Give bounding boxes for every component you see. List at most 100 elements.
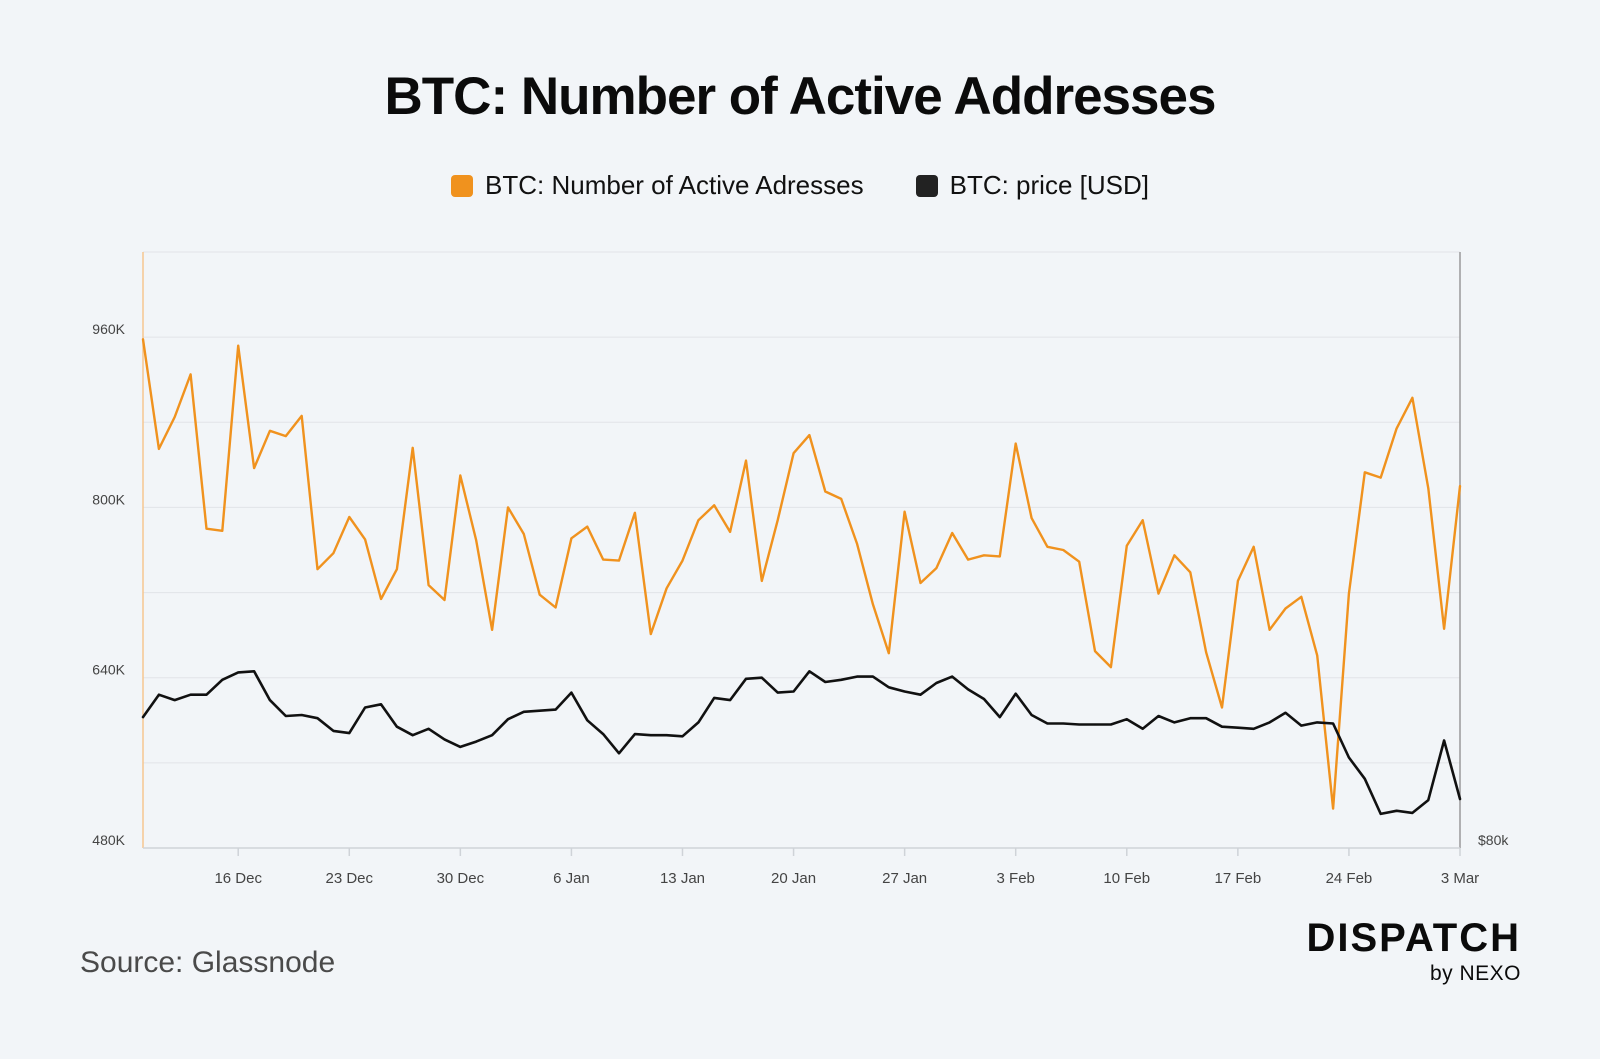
data-point-active-addresses — [665, 587, 668, 590]
data-point-active-addresses — [1046, 546, 1049, 548]
data-point-price — [808, 670, 811, 673]
data-point-active-addresses — [1157, 592, 1160, 595]
data-point-price — [999, 716, 1001, 718]
data-point-price — [1221, 725, 1223, 728]
data-point-active-addresses — [872, 603, 874, 606]
data-point-active-addresses — [1094, 650, 1096, 652]
data-point-price — [919, 693, 922, 696]
data-point-active-addresses — [570, 537, 573, 540]
data-point-active-addresses — [618, 559, 620, 562]
data-point-active-addresses — [1030, 517, 1033, 519]
data-point-price — [221, 679, 224, 681]
data-point-price — [618, 752, 620, 755]
legend-swatch-active-addresses — [451, 174, 474, 197]
data-point-price — [475, 740, 478, 743]
data-point-active-addresses — [1125, 544, 1128, 547]
data-point-active-addresses — [840, 498, 842, 500]
data-point-price — [538, 709, 541, 712]
data-point-active-addresses — [523, 533, 525, 535]
data-point-active-addresses — [761, 580, 763, 582]
data-point-active-addresses — [681, 559, 684, 562]
data-point-active-addresses — [824, 490, 827, 493]
data-point-price — [1237, 726, 1239, 729]
data-point-price — [269, 699, 271, 701]
data-point-price — [887, 686, 890, 689]
data-point-price — [142, 716, 144, 718]
data-point-price — [1379, 813, 1382, 815]
legend-item-price[interactable]: BTC: price [USD] — [915, 170, 1149, 201]
data-point-price — [332, 730, 335, 732]
data-point-price — [427, 728, 430, 730]
data-point-price — [491, 734, 493, 736]
data-point-price — [1173, 721, 1176, 724]
brand-logo: DISPATCH by NEXO — [1253, 918, 1521, 986]
x-tick-label: 13 Jan — [660, 870, 705, 887]
data-point-active-addresses — [1379, 476, 1382, 479]
data-point-price — [967, 688, 969, 691]
y-tick-label-left: 800K — [92, 491, 125, 507]
data-point-price — [856, 675, 858, 678]
data-point-active-addresses — [1363, 471, 1366, 474]
data-point-active-addresses — [1078, 560, 1080, 563]
data-point-price — [697, 721, 700, 724]
data-point-active-addresses — [189, 373, 192, 376]
data-point-price — [1348, 756, 1350, 759]
data-point-price — [792, 690, 795, 693]
data-point-active-addresses — [697, 519, 700, 521]
data-point-price — [776, 691, 779, 694]
data-point-price — [380, 703, 382, 706]
data-point-active-addresses — [332, 552, 335, 554]
series-line-price — [141, 669, 1462, 816]
data-point-active-addresses — [142, 338, 144, 341]
legend-item-active-addresses[interactable]: BTC: Number of Active Adresses — [451, 170, 864, 201]
data-point-price — [1141, 728, 1144, 730]
y-tick-label-left: 480K — [92, 832, 125, 848]
data-point-price — [1332, 722, 1334, 725]
data-point-price — [443, 738, 446, 741]
x-tick-label: 27 Jan — [882, 870, 927, 887]
data-point-active-addresses — [649, 633, 652, 635]
data-point-price — [1094, 723, 1096, 726]
data-point-active-addresses — [745, 459, 747, 462]
data-point-active-addresses — [380, 598, 382, 600]
data-point-active-addresses — [1459, 485, 1461, 487]
data-point-active-addresses — [427, 584, 430, 586]
data-point-price — [1078, 723, 1080, 726]
data-point-active-addresses — [729, 531, 731, 533]
data-point-price — [729, 699, 731, 701]
data-point-active-addresses — [1237, 580, 1239, 582]
data-point-active-addresses — [856, 542, 858, 545]
legend-label-active-addresses: BTC: Number of Active Adresses — [485, 170, 864, 200]
data-point-price — [1125, 718, 1128, 721]
data-point-active-addresses — [459, 474, 462, 477]
data-point-price — [411, 734, 414, 736]
data-point-price — [951, 675, 954, 678]
data-point-price — [1300, 724, 1303, 727]
data-point-active-addresses — [1332, 807, 1334, 810]
data-point-active-addresses — [602, 558, 604, 561]
data-point-price — [1157, 715, 1160, 717]
data-point-price — [316, 717, 319, 719]
data-point-active-addresses — [1348, 592, 1350, 595]
data-point-active-addresses — [1062, 549, 1065, 551]
data-point-price — [1046, 722, 1049, 725]
data-point-price — [1443, 739, 1445, 742]
data-point-price — [935, 682, 938, 684]
data-point-price — [649, 734, 652, 736]
x-tick-label: 16 Dec — [214, 870, 262, 887]
chart-title: BTC: Number of Active Addresses — [384, 67, 1217, 126]
data-point-active-addresses — [1141, 519, 1144, 521]
data-point-price — [1427, 799, 1430, 801]
data-point-active-addresses — [300, 415, 303, 417]
source-note: Source: Glassnode — [80, 946, 336, 979]
data-point-active-addresses — [396, 568, 398, 570]
data-point-price — [285, 715, 287, 717]
data-point-price — [1363, 778, 1366, 780]
data-point-price — [189, 693, 192, 696]
data-point-active-addresses — [1189, 571, 1192, 574]
series-line-active-addresses — [141, 338, 1462, 810]
data-point-price — [1459, 798, 1461, 800]
data-point-active-addresses — [237, 344, 240, 347]
data-point-active-addresses — [1173, 554, 1176, 557]
